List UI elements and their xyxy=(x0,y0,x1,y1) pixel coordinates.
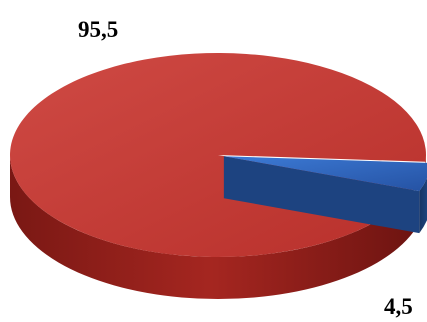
pie-slice-1 xyxy=(10,53,426,258)
pie-slice-2-cut-face xyxy=(223,156,420,234)
pie-slice-1-side xyxy=(10,155,414,300)
pie-slice-2-side xyxy=(419,178,427,234)
pie-slices xyxy=(10,53,427,300)
data-label-slice-1: 95,5 xyxy=(78,17,118,42)
data-label-slice-2: 4,5 xyxy=(384,294,413,319)
pie-slice-2 xyxy=(223,156,427,192)
